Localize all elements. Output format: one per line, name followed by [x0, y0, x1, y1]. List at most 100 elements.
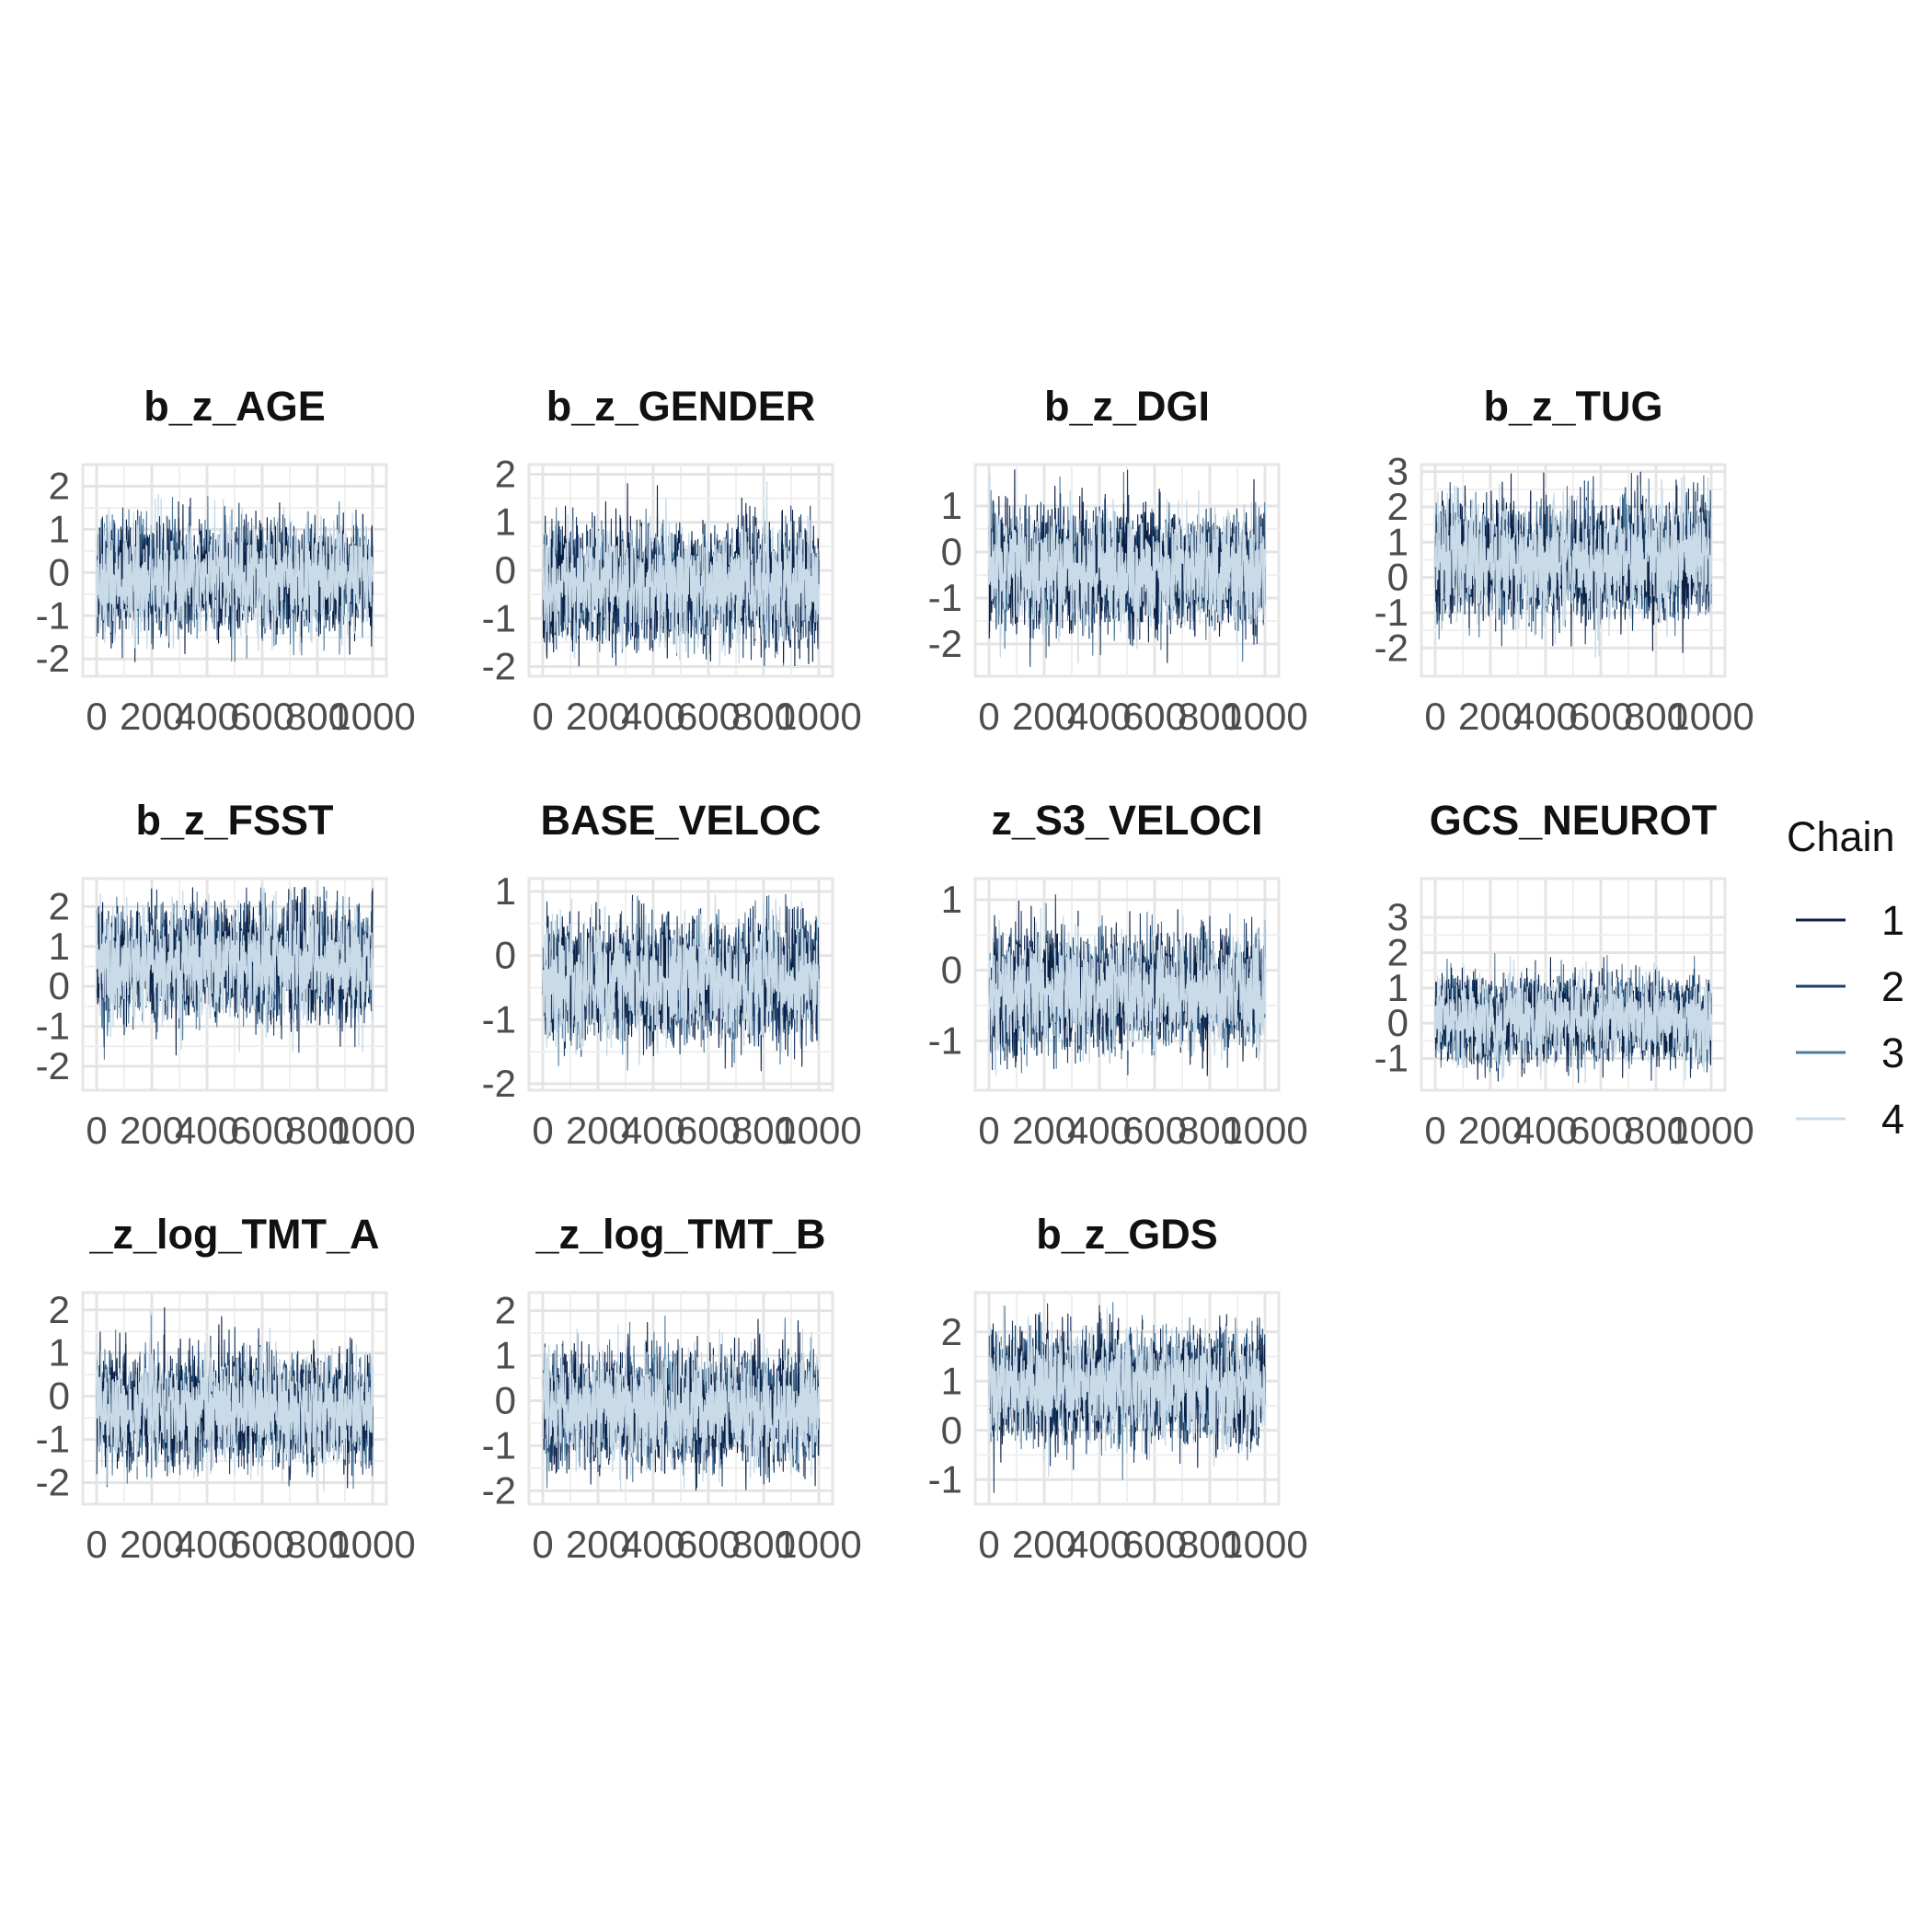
- trace-lines: [96, 494, 374, 662]
- y-tick-label: 3: [1387, 450, 1409, 493]
- x-tick-label: 1000: [1668, 1109, 1754, 1152]
- y-tick-label: -2: [36, 1461, 70, 1504]
- x-tick-label: 200: [566, 695, 630, 738]
- x-tick-label: 800: [1178, 1109, 1242, 1152]
- panel-title: b_z_AGE: [144, 383, 326, 430]
- x-tick-label: 0: [978, 1523, 999, 1566]
- x-tick-label: 400: [1067, 695, 1132, 738]
- panel-title: b_z_GDS: [1036, 1211, 1218, 1258]
- y-tick-label: 1: [1387, 966, 1409, 1009]
- chain-4-trace: [96, 887, 374, 1052]
- trace-lines: [988, 469, 1266, 668]
- x-tick-label: 1000: [776, 1109, 861, 1152]
- y-tick-label: 0: [1387, 1001, 1409, 1044]
- x-tick-label: 200: [1458, 1109, 1523, 1152]
- y-tick-label: -1: [928, 1018, 962, 1062]
- x-tick-label: 200: [1012, 1523, 1076, 1566]
- y-tick-label: 2: [1387, 485, 1409, 528]
- chain-4-trace: [542, 1324, 820, 1491]
- x-tick-label: 600: [230, 695, 294, 738]
- y-tick-label: 0: [495, 934, 516, 977]
- chain-4-trace: [96, 1309, 374, 1492]
- y-tick-label: -1: [36, 1005, 70, 1048]
- x-tick-label: 800: [731, 695, 796, 738]
- x-tick-label: 800: [285, 1523, 350, 1566]
- x-tick-label: 400: [621, 1109, 685, 1152]
- y-tick-label: 0: [495, 548, 516, 592]
- y-tick-label: 1: [941, 878, 962, 921]
- x-tick-label: 800: [1624, 1109, 1688, 1152]
- x-tick-label: 400: [175, 1523, 239, 1566]
- x-tick-label: 600: [676, 1523, 741, 1566]
- y-tick-label: -2: [928, 622, 962, 665]
- legend-title: Chain: [1787, 813, 1895, 860]
- x-tick-label: 0: [1424, 1109, 1445, 1152]
- y-tick-label: 2: [49, 884, 70, 927]
- x-tick-label: 0: [86, 1109, 107, 1152]
- x-tick-label: 200: [1458, 695, 1523, 738]
- panel-title: BASE_VELOC: [540, 797, 821, 844]
- y-tick-label: 2: [495, 452, 516, 495]
- x-tick-label: 400: [621, 1523, 685, 1566]
- x-tick-label: 200: [566, 1109, 630, 1152]
- y-tick-label: 1: [49, 925, 70, 968]
- y-tick-label: -2: [482, 645, 516, 688]
- y-tick-label: 1: [495, 1334, 516, 1377]
- legend-label-chain-4: 4: [1881, 1096, 1904, 1143]
- y-tick-label: 0: [1387, 556, 1409, 599]
- y-tick-label: 0: [941, 530, 962, 573]
- chain-4-trace: [988, 908, 1266, 1076]
- y-tick-label: 1: [495, 500, 516, 544]
- y-tick-label: 0: [49, 964, 70, 1007]
- y-tick-label: 1: [49, 507, 70, 550]
- x-tick-label: 800: [1624, 695, 1688, 738]
- x-tick-label: 400: [621, 695, 685, 738]
- y-tick-label: -1: [36, 1418, 70, 1461]
- trace-lines: [542, 481, 820, 667]
- legend-label-chain-1: 1: [1881, 897, 1904, 944]
- x-tick-label: 200: [120, 695, 184, 738]
- x-tick-label: 800: [285, 695, 350, 738]
- x-tick-label: 600: [230, 1523, 294, 1566]
- chain-4-trace: [988, 1305, 1266, 1478]
- x-tick-label: 1000: [329, 1523, 415, 1566]
- x-tick-label: 200: [120, 1523, 184, 1566]
- x-tick-label: 1000: [329, 695, 415, 738]
- x-tick-label: 0: [532, 1109, 553, 1152]
- y-tick-label: -1: [1374, 1037, 1409, 1080]
- x-tick-label: 0: [1424, 695, 1445, 738]
- panel-title: z_S3_VELOCI: [991, 797, 1262, 844]
- panel-title: b_z_FSST: [135, 797, 333, 844]
- x-tick-label: 200: [1012, 695, 1076, 738]
- x-tick-label: 1000: [776, 695, 861, 738]
- y-tick-label: -2: [482, 1468, 516, 1512]
- chain-4-trace: [1434, 956, 1712, 1084]
- y-tick-label: 0: [941, 1409, 962, 1452]
- x-tick-label: 200: [566, 1523, 630, 1566]
- y-tick-label: 0: [49, 550, 70, 593]
- x-tick-label: 1000: [329, 1109, 415, 1152]
- y-tick-label: -1: [482, 596, 516, 639]
- y-tick-label: 3: [1387, 895, 1409, 938]
- x-tick-label: 0: [86, 695, 107, 738]
- x-tick-label: 1000: [1668, 695, 1754, 738]
- panel-title: b_z_GENDER: [546, 383, 816, 430]
- panel-title: _z_log_TMT_A: [88, 1211, 379, 1258]
- x-tick-label: 0: [978, 1109, 999, 1152]
- y-tick-label: -2: [482, 1062, 516, 1105]
- x-tick-label: 0: [532, 1523, 553, 1566]
- y-tick-label: 2: [49, 1288, 70, 1331]
- trace-lines: [542, 893, 820, 1072]
- y-tick-label: -2: [1374, 626, 1409, 669]
- y-tick-label: -2: [36, 637, 70, 680]
- trace-lines: [1434, 952, 1712, 1084]
- x-tick-label: 400: [175, 1109, 239, 1152]
